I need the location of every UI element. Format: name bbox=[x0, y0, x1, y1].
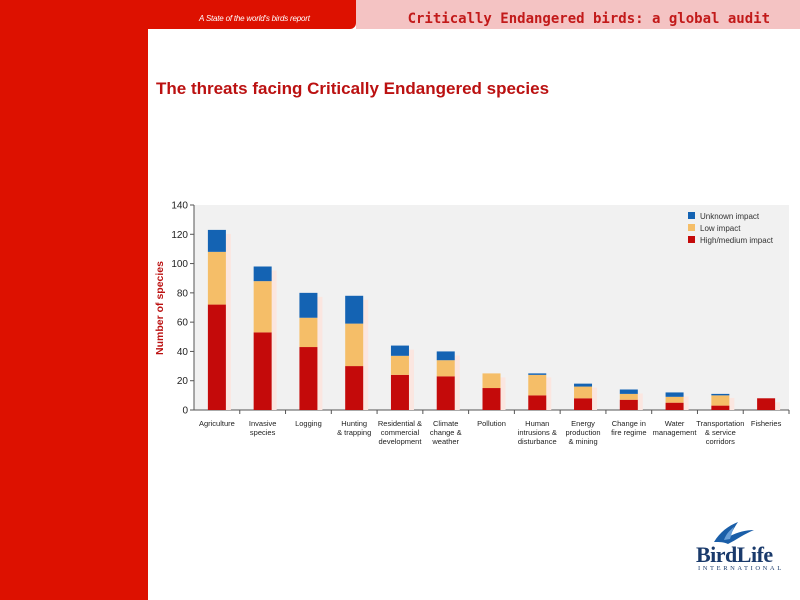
bird-logo-icon bbox=[714, 522, 754, 544]
bar-segment bbox=[299, 317, 318, 348]
bar-segment bbox=[253, 266, 272, 282]
bar-segment bbox=[574, 398, 593, 410]
y-tick-label: 120 bbox=[171, 230, 188, 241]
bar-segment bbox=[528, 395, 547, 410]
report-label: A State of the world's birds report bbox=[199, 14, 310, 23]
bar-segment bbox=[665, 396, 684, 403]
bar-segment bbox=[619, 399, 638, 410]
bar-segment bbox=[299, 347, 318, 410]
legend-label: Unknown impact bbox=[700, 212, 760, 221]
bar-segment bbox=[619, 393, 638, 400]
logo-subtitle: INTERNATIONAL bbox=[698, 565, 784, 572]
bar-segment bbox=[390, 355, 409, 375]
legend-label: Low impact bbox=[700, 224, 741, 233]
bar-segment bbox=[528, 374, 547, 396]
x-tick-label: Pollution bbox=[477, 419, 506, 428]
x-tick-label: Invasive species bbox=[249, 419, 277, 437]
bar-segment bbox=[390, 345, 409, 356]
header-title: Critically Endangered birds: a global au… bbox=[407, 11, 770, 27]
left-brand-bar bbox=[0, 0, 148, 600]
bar-segment bbox=[482, 373, 501, 389]
bar-segment bbox=[253, 281, 272, 333]
x-tick-label: Water management bbox=[653, 419, 698, 437]
legend-swatch bbox=[688, 236, 695, 243]
x-tick-label: Human intrusions & disturbance bbox=[518, 419, 557, 446]
header-right-strip bbox=[356, 0, 800, 29]
bar-segment bbox=[253, 332, 272, 410]
bar-segment bbox=[299, 292, 318, 318]
header-left-strip bbox=[148, 0, 356, 29]
x-tick-label: Change in fire regime bbox=[611, 419, 646, 437]
bar-segment bbox=[528, 373, 547, 375]
bar-segment bbox=[574, 386, 593, 399]
bar-segment bbox=[665, 402, 684, 410]
x-tick-label: Fisheries bbox=[751, 419, 782, 428]
bar-segment bbox=[207, 304, 226, 410]
bar-segment bbox=[482, 388, 501, 410]
bar-segment bbox=[436, 376, 455, 410]
bar-segment bbox=[711, 405, 730, 410]
bar-segment bbox=[345, 295, 364, 324]
x-tick-label: Climate change & weather bbox=[430, 419, 462, 446]
slide-title: The threats facing Critically Endangered… bbox=[156, 79, 550, 98]
bar-segment bbox=[665, 392, 684, 397]
legend-label: High/medium impact bbox=[700, 236, 774, 245]
legend-swatch bbox=[688, 224, 695, 231]
y-tick-label: 0 bbox=[182, 406, 188, 417]
logo-wordmark: BirdLife bbox=[696, 542, 773, 567]
y-tick-label: 100 bbox=[171, 259, 188, 270]
bar-segment bbox=[390, 374, 409, 410]
bar-segment bbox=[711, 393, 730, 396]
bar-segment bbox=[574, 383, 593, 387]
bar-segment bbox=[619, 389, 638, 394]
x-tick-label: Agriculture bbox=[199, 419, 235, 428]
bar-segment bbox=[436, 360, 455, 377]
y-tick-label: 40 bbox=[177, 347, 189, 358]
bar-segment bbox=[345, 323, 364, 367]
x-tick-label: Transportation & service corridors bbox=[696, 419, 744, 446]
x-tick-label: Energy production & mining bbox=[566, 419, 601, 446]
x-tick-label: Residential & commercial development bbox=[378, 419, 422, 446]
y-tick-label: 80 bbox=[177, 288, 189, 299]
x-tick-label: Hunting & trapping bbox=[337, 419, 371, 437]
bar-segment bbox=[345, 366, 364, 410]
y-tick-label: 140 bbox=[171, 201, 188, 212]
bar-segment bbox=[711, 395, 730, 406]
bar-segment bbox=[207, 251, 226, 305]
y-axis-title: Number of species bbox=[154, 261, 166, 355]
y-tick-label: 20 bbox=[177, 376, 189, 387]
legend-swatch bbox=[688, 212, 695, 219]
x-tick-label: Logging bbox=[295, 419, 322, 428]
bar-segment bbox=[207, 229, 226, 252]
bar-segment bbox=[436, 351, 455, 361]
bar-segment bbox=[757, 398, 776, 410]
y-tick-label: 60 bbox=[177, 318, 189, 329]
